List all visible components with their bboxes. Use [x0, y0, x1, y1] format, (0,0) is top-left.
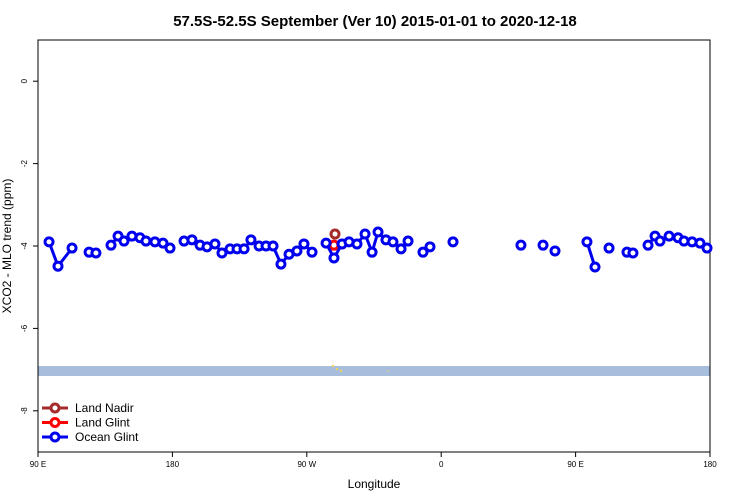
point	[186, 234, 198, 246]
point	[298, 238, 310, 250]
legend-label: Land Nadir	[75, 401, 134, 415]
point	[329, 228, 341, 240]
point	[328, 252, 340, 264]
point	[537, 239, 549, 251]
x-tick-label: 180	[703, 460, 717, 469]
y-tick-label: -8	[20, 407, 29, 415]
y-tick-label: -6	[20, 324, 29, 332]
point	[216, 247, 228, 259]
point	[372, 226, 384, 238]
point	[105, 239, 117, 251]
x-tick-label: 180	[166, 460, 180, 469]
point	[627, 247, 639, 259]
x-axis-label: Longitude	[348, 477, 401, 491]
y-tick-label: -2	[20, 159, 29, 167]
point	[447, 236, 459, 248]
legend-marker	[49, 431, 61, 443]
point	[118, 235, 130, 247]
legend-label: Land Glint	[75, 416, 130, 430]
point	[642, 239, 654, 251]
point	[395, 243, 407, 255]
legend-marker	[49, 417, 61, 428]
y-axis-label: XCO2 - MLO trend (ppm)	[0, 179, 14, 314]
point	[66, 242, 78, 254]
point	[245, 234, 257, 246]
point	[43, 236, 55, 248]
point	[267, 240, 279, 252]
point	[164, 242, 176, 254]
point	[52, 260, 64, 272]
point	[549, 245, 561, 257]
point	[359, 228, 371, 240]
chart-title: 57.5S-52.5S September (Ver 10) 2015-01-0…	[173, 13, 577, 30]
land-dots	[331, 364, 389, 373]
point	[140, 235, 152, 247]
point	[157, 237, 169, 249]
point	[238, 243, 250, 255]
y-tick-label: 0	[20, 78, 29, 83]
point	[603, 242, 615, 254]
point	[701, 242, 713, 254]
point	[417, 246, 429, 258]
point	[402, 235, 414, 247]
x-tick-label: 0	[439, 460, 444, 469]
point	[663, 230, 675, 242]
x-tick-label: 90 E	[30, 460, 46, 469]
point	[387, 236, 399, 248]
point	[351, 238, 363, 250]
legend-label: Ocean Glint	[75, 430, 139, 444]
legend-marker	[49, 402, 61, 414]
point	[654, 235, 666, 247]
point	[275, 258, 287, 270]
point	[366, 246, 378, 258]
point	[320, 237, 332, 249]
point	[209, 238, 221, 250]
point	[581, 236, 593, 248]
x-tick-label: 90 E	[567, 460, 583, 469]
x-tick-label: 90 W	[297, 460, 316, 469]
point	[515, 239, 527, 251]
land-band	[38, 366, 710, 376]
point	[694, 237, 706, 249]
point	[589, 261, 601, 273]
point	[90, 247, 102, 259]
point	[291, 245, 303, 257]
y-tick-label: -4	[20, 242, 29, 250]
point	[424, 241, 436, 253]
point	[306, 246, 318, 258]
